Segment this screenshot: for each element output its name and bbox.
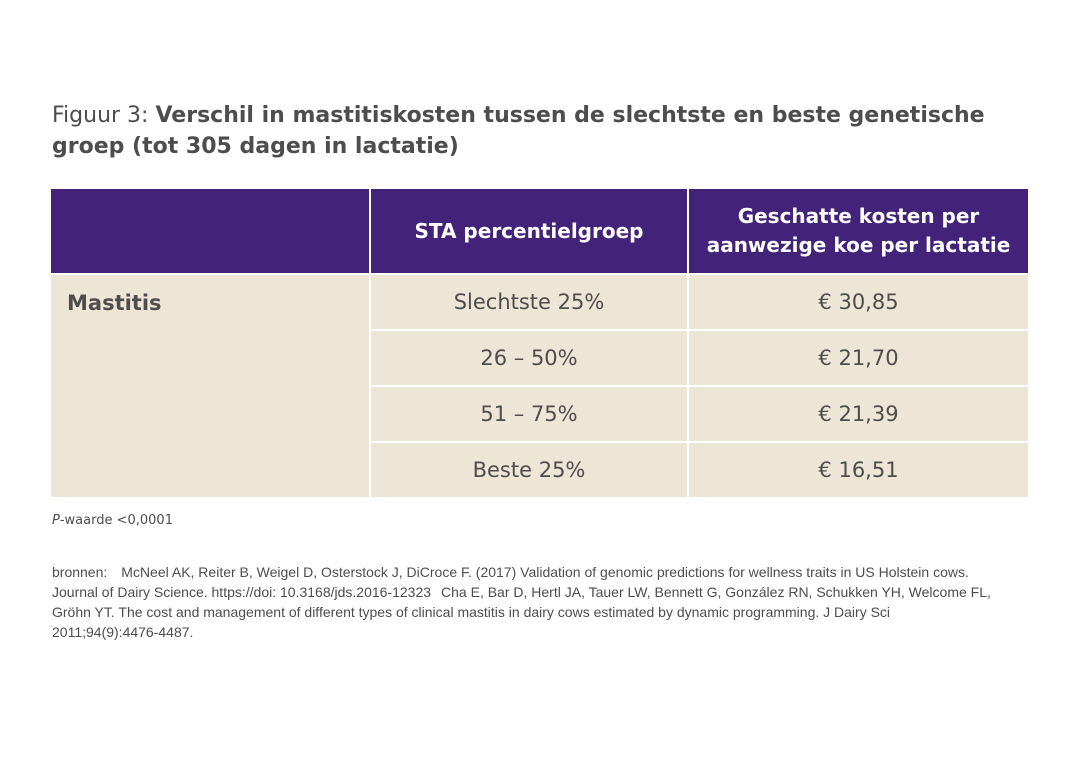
table-row: 26 – 50% € 21,70 [51,329,1028,387]
p-letter: P [52,513,60,528]
sources-block: bronnen: McNeel AK, Reiter B, Weigel D, O… [52,562,992,642]
sources-label: bronnen: [52,564,108,580]
cost-table: STA percentielgroep Geschatte kosten per… [51,189,1028,497]
header-estimated-cost: Geschatte kosten per aanwezige koe per l… [687,189,1028,275]
table-row: Beste 25% € 16,51 [51,441,1028,497]
table-row: 51 – 75% € 21,39 [51,385,1028,443]
cell-group: 51 – 75% [369,385,689,443]
source-reference-2: Cha E, Bar D, Hertl JA, Tauer LW, Bennet… [52,584,991,640]
figure-title-main: Verschil in mastitiskosten tussen de sle… [52,103,985,159]
cell-group: 26 – 50% [369,329,689,387]
cell-group: Beste 25% [369,441,689,497]
figure-title: Figuur 3: Verschil in mastitiskosten tus… [52,100,1012,162]
cell-cost: € 30,85 [687,273,1028,331]
cell-cost: € 16,51 [687,441,1028,497]
header-empty [51,189,371,275]
source-reference-1: McNeel AK, Reiter B, Weigel D, Osterstoc… [52,564,969,600]
cell-cost: € 21,70 [687,329,1028,387]
table-header-row: STA percentielgroep Geschatte kosten per… [51,189,1028,275]
table-row: Mastitis Slechtste 25% € 30,85 [51,273,1028,497]
p-value-text: -waarde <0,0001 [59,513,173,528]
header-sta-percentile-group: STA percentielgroep [369,189,689,275]
cell-cost: € 21,39 [687,385,1028,443]
p-value-note: P-waarde <0,0001 [52,513,173,528]
row-label-mastitis: Mastitis [51,273,371,497]
cell-group: Slechtste 25% [369,273,689,331]
figure-title-prefix: Figuur 3: [52,103,156,128]
